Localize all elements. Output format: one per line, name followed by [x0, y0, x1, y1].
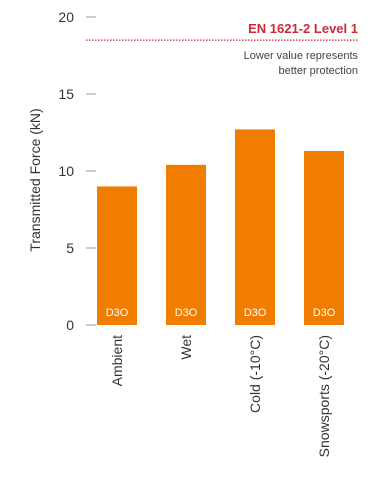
y-tick-label-3: 15 — [58, 86, 74, 102]
category-label-2: Cold (-10°C) — [247, 335, 263, 413]
bar-label-2: D3O — [244, 307, 267, 319]
reference-line-label: EN 1621-2 Level 1 — [248, 21, 358, 36]
bar-labels: D3O D3O D3O D3O — [106, 307, 336, 319]
y-axis-ticks: 0 5 10 15 20 — [58, 9, 96, 333]
bar-label-0: D3O — [106, 307, 129, 319]
y-tick-label-1: 5 — [66, 240, 74, 256]
bar-label-3: D3O — [313, 307, 336, 319]
bar-3 — [304, 150, 344, 325]
y-axis-title: Transmitted Force (kN) — [27, 108, 43, 251]
category-label-3: Snowsports (-20°C) — [316, 335, 332, 457]
y-tick-label-4: 20 — [58, 9, 74, 25]
bar-2 — [235, 129, 275, 325]
y-tick-label-2: 10 — [58, 163, 74, 179]
bar-label-1: D3O — [175, 307, 198, 319]
category-label-0: Ambient — [109, 335, 125, 386]
category-label-1: Wet — [178, 335, 194, 360]
bar-1 — [166, 164, 206, 325]
note-line-1: Lower value represents — [244, 50, 359, 62]
category-labels: Ambient Wet Cold (-10°C) Snowsports (-20°C) — [109, 335, 332, 457]
y-tick-label-0: 0 — [66, 317, 74, 333]
bar-series — [97, 129, 344, 325]
note-line-2: better protection — [279, 65, 359, 77]
bar-0 — [97, 186, 137, 325]
